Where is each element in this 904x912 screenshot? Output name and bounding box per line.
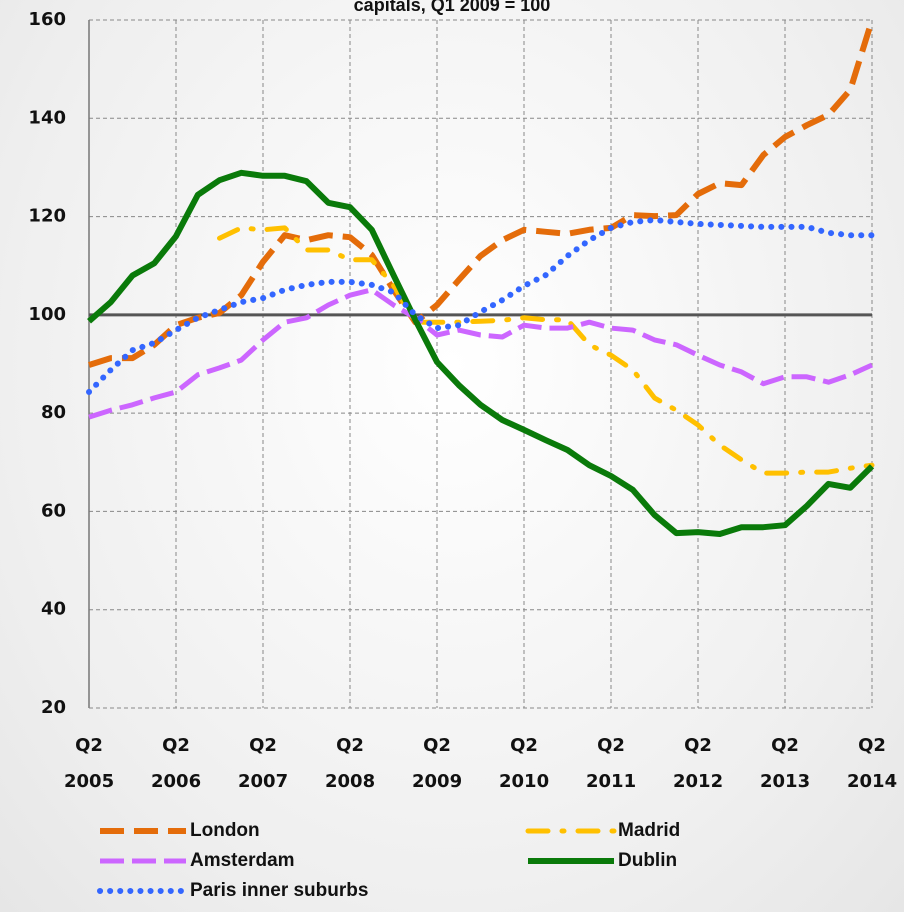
legend-label: London <box>190 820 260 841</box>
x-tick-label: Q2 2006 <box>151 735 202 792</box>
x-tick-label: Q2 2009 <box>412 735 463 792</box>
y-tick-label: 120 <box>28 206 66 227</box>
y-tick-label: 80 <box>41 402 66 423</box>
y-tick-label: 40 <box>41 599 66 620</box>
legend-label: Amsterdam <box>190 850 295 871</box>
series-line <box>217 225 875 476</box>
y-tick-label: 60 <box>41 500 66 521</box>
y-tick-label: 140 <box>28 107 66 128</box>
x-tick-label: Q2 2012 <box>673 735 724 792</box>
x-tick-label: Q2 2014 <box>847 735 898 792</box>
y-tick-label: 20 <box>41 697 66 718</box>
x-tick-label: Q2 2007 <box>238 735 289 792</box>
legend-label: Madrid <box>618 820 680 841</box>
x-tick-label: Q2 2011 <box>586 735 637 792</box>
x-tick-label: Q2 2010 <box>499 735 550 792</box>
x-tick-label: Q2 2005 <box>64 735 115 792</box>
series-line <box>88 19 875 368</box>
x-tick-label: Q2 2008 <box>325 735 376 792</box>
series-line <box>86 217 875 395</box>
series-line <box>87 169 875 537</box>
legend-label: Dublin <box>618 850 677 871</box>
series-line <box>88 287 874 420</box>
x-tick-label: Q2 2013 <box>760 735 811 792</box>
chart-title: capitals, Q1 2009 = 100 <box>354 0 551 15</box>
y-tick-label: 100 <box>28 304 66 325</box>
y-tick-label: 160 <box>28 9 66 30</box>
legend-label: Paris inner suburbs <box>190 880 368 901</box>
